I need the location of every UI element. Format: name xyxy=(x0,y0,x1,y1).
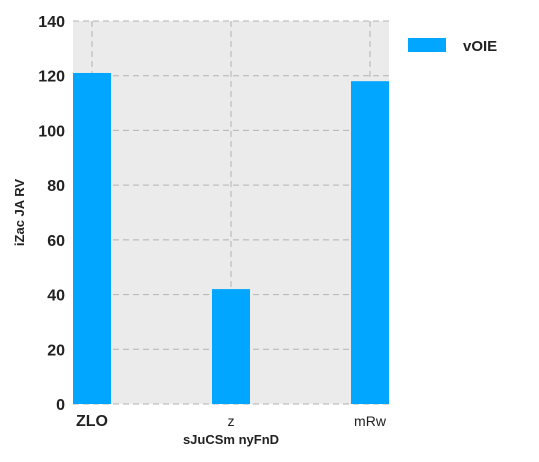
legend-label: vOIE xyxy=(463,38,497,55)
x-tick-label: ZLO xyxy=(76,413,108,430)
y-tick-label: 140 xyxy=(38,14,65,31)
y-axis-ticks: 0 20 40 60 80 100 120 140 xyxy=(38,14,65,414)
x-tick-label: mRw xyxy=(354,413,387,429)
y-tick-label: 40 xyxy=(47,288,65,305)
bar-z xyxy=(212,289,250,404)
x-axis-label: sJuCSm nyFnD xyxy=(183,432,279,447)
x-axis-ticks: ZLO z mRw xyxy=(76,413,387,430)
y-axis-label: iZac JA RV xyxy=(12,179,27,247)
bar-mRw xyxy=(351,81,389,404)
y-tick-label: 60 xyxy=(47,233,65,250)
y-tick-label: 80 xyxy=(47,178,65,195)
y-tick-label: 120 xyxy=(38,69,65,86)
legend: vOIE xyxy=(408,38,497,55)
y-tick-label: 100 xyxy=(38,123,65,140)
bars xyxy=(73,72,389,404)
y-tick-label: 20 xyxy=(47,342,65,359)
x-tick-label: z xyxy=(228,413,235,429)
bar-ZLO xyxy=(73,72,111,404)
y-tick-label: 0 xyxy=(56,397,65,414)
legend-swatch xyxy=(408,38,446,52)
